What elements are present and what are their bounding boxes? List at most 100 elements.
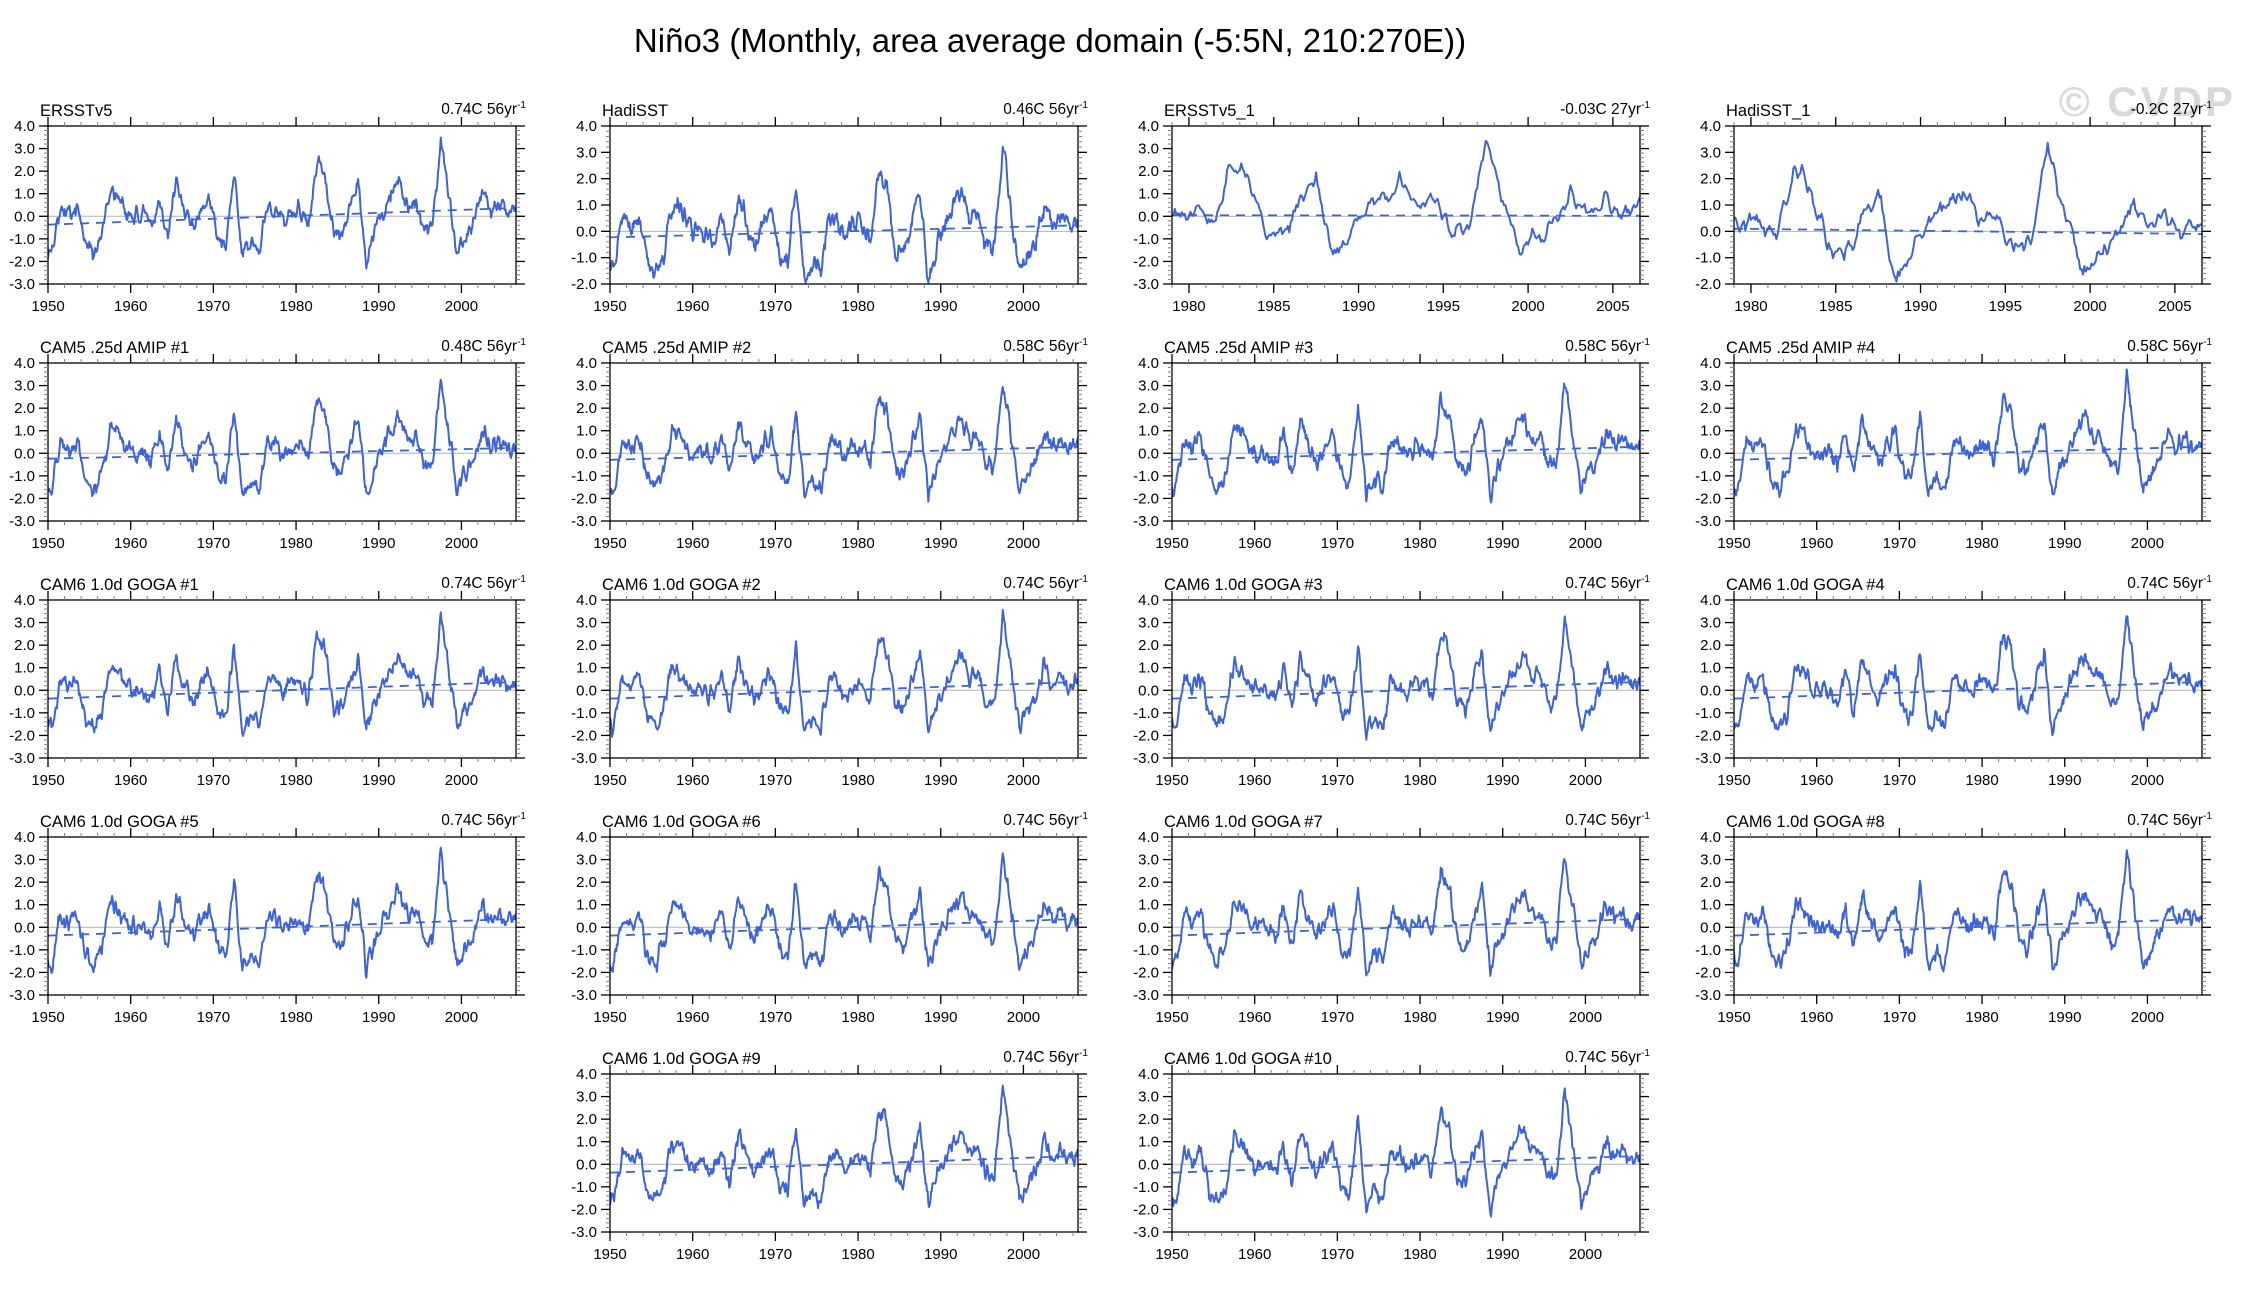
trend-label: 0.74C 56yr-1 (1003, 1048, 1088, 1066)
x-tick-label: 2000 (2131, 772, 2164, 789)
y-tick-label: -3.0 (1133, 276, 1159, 293)
time-series-chart: HadiSST 0.46C 56yr-1 1950 1960 1970 1980 1990 2… (571, 100, 1088, 315)
y-tick-label: 3.0 (1700, 615, 1721, 632)
trend-line (47, 681, 517, 700)
plot-frame (1171, 125, 1641, 285)
y-tick-label: 3.0 (576, 144, 597, 161)
y-tick-label: 2.0 (1700, 637, 1721, 654)
y-tick-label: 4.0 (576, 355, 597, 372)
x-tick-label: 1950 (31, 772, 64, 789)
x-tick-label: 1970 (759, 1009, 792, 1026)
y-tick-label: 0.0 (1700, 445, 1721, 462)
x-tick-label: 1990 (924, 1009, 957, 1026)
y-tick-label: -1.0 (571, 250, 597, 267)
panel-cam5-25d-amip-2: CAM5 .25d AMIP #2 0.58C 56yr-1 1950 1960 197… (562, 325, 1124, 562)
x-tick-label: 1990 (2048, 1009, 2081, 1026)
panel-title: CAM6 1.0d GOGA #1 (40, 576, 199, 594)
y-tick-label: 2.0 (576, 1111, 597, 1128)
trend-line (1733, 918, 2203, 937)
time-series-chart: ERSSTv5_1 -0.03C 27yr-1 1980 1985 1990 1995 20… (1133, 100, 1650, 315)
y-tick-label: 2.0 (14, 874, 35, 891)
series-line (1734, 141, 2202, 283)
panel-hadisst: HadiSST 0.46C 56yr-1 1950 1960 1970 1980 1990 2… (562, 88, 1124, 325)
time-series-chart: CAM6 1.0d GOGA #4 0.74C 56yr-1 1950 1960 197… (1695, 574, 2212, 789)
x-tick-label: 1970 (759, 298, 792, 315)
trend-line (609, 224, 1079, 239)
trend-label: 0.74C 56yr-1 (1565, 1048, 1650, 1066)
panel-title: CAM6 1.0d GOGA #3 (1164, 576, 1323, 594)
plot-frame (609, 836, 1079, 996)
panel-cam6-1-0d-goga-6: CAM6 1.0d GOGA #6 0.74C 56yr-1 1950 1960 197… (562, 799, 1124, 1036)
trend-label: 0.74C 56yr-1 (1565, 811, 1650, 829)
trend-line (1171, 445, 1641, 461)
time-series-chart: CAM5 .25d AMIP #3 0.58C 56yr-1 1950 1960 197… (1133, 337, 1650, 552)
series-line (48, 846, 516, 979)
x-tick-label: 2000 (1569, 1246, 1602, 1263)
x-tick-label: 1980 (279, 298, 312, 315)
series-line (1172, 1087, 1640, 1218)
x-tick-label: 1970 (1321, 772, 1354, 789)
y-tick-label: -3.0 (571, 987, 597, 1004)
x-tick-label: 1970 (1883, 1009, 1916, 1026)
x-tick-label: 1990 (2048, 772, 2081, 789)
panel-ersstv5-1: ERSSTv5_1 -0.03C 27yr-1 1980 1985 1990 1995 20… (1124, 88, 1686, 325)
y-tick-label: 2.0 (1700, 400, 1721, 417)
x-tick-label: 1970 (759, 1246, 792, 1263)
y-tick-label: -2.0 (571, 490, 597, 507)
y-tick-label: 1.0 (1138, 186, 1159, 203)
y-tick-label: 2.0 (14, 400, 35, 417)
y-tick-label: -2.0 (9, 253, 35, 270)
x-tick-label: 1970 (1321, 1246, 1354, 1263)
x-tick-label: 1990 (2048, 535, 2081, 552)
y-tick-label: 4.0 (1138, 829, 1159, 846)
x-tick-label: 1980 (1965, 535, 1998, 552)
y-tick-label: 3.0 (1138, 852, 1159, 869)
x-tick-label: 1960 (1800, 1009, 1833, 1026)
trend-line (47, 207, 517, 226)
y-tick-label: 0.0 (14, 208, 35, 225)
x-tick-label: 1980 (841, 1246, 874, 1263)
trend-line (1733, 445, 2203, 461)
x-tick-label: 1990 (362, 772, 395, 789)
series-line (1172, 857, 1640, 977)
panel-title: CAM5 .25d AMIP #1 (40, 339, 189, 357)
x-tick-label: 1990 (924, 298, 957, 315)
y-tick-label: -3.0 (1695, 513, 1721, 530)
x-tick-label: 2000 (2073, 298, 2106, 315)
x-tick-label: 2000 (445, 535, 478, 552)
y-tick-label: 3.0 (1138, 1089, 1159, 1106)
y-tick-label: 4.0 (14, 829, 35, 846)
trend-label: 0.48C 56yr-1 (441, 337, 526, 355)
x-tick-label: 1950 (593, 535, 626, 552)
x-tick-label: 1980 (279, 772, 312, 789)
y-tick-label: -3.0 (1695, 750, 1721, 767)
y-tick-label: 3.0 (1700, 378, 1721, 395)
trend-label: 0.74C 56yr-1 (2127, 811, 2212, 829)
trend-line (1171, 681, 1641, 700)
y-tick-label: 1.0 (1700, 423, 1721, 440)
y-tick-label: 4.0 (14, 355, 35, 372)
y-tick-label: -2.0 (571, 276, 597, 293)
y-tick-label: 0.0 (1138, 919, 1159, 936)
time-series-chart: CAM6 1.0d GOGA #2 0.74C 56yr-1 1950 1960 197… (571, 574, 1088, 789)
y-tick-label: 0.0 (576, 445, 597, 462)
panel-title: CAM6 1.0d GOGA #5 (40, 813, 199, 831)
series-line (1734, 849, 2202, 973)
series-line (610, 852, 1078, 973)
time-series-chart: CAM5 .25d AMIP #2 0.58C 56yr-1 1950 1960 197… (571, 337, 1088, 552)
time-series-chart: CAM6 1.0d GOGA #5 0.74C 56yr-1 1950 1960 197… (9, 811, 526, 1026)
time-series-chart: CAM5 .25d AMIP #1 0.48C 56yr-1 1950 1960 197… (9, 337, 526, 552)
panel-cam6-1-0d-goga-1: CAM6 1.0d GOGA #1 0.74C 56yr-1 1950 1960 197… (0, 562, 562, 799)
y-tick-label: 4.0 (576, 829, 597, 846)
series-line (610, 145, 1078, 284)
y-tick-label: 3.0 (1138, 378, 1159, 395)
plot-frame (1733, 836, 2203, 996)
y-tick-label: 3.0 (14, 378, 35, 395)
trend-label: 0.74C 56yr-1 (441, 811, 526, 829)
x-tick-label: 1990 (362, 1009, 395, 1026)
x-tick-label: 1990 (1486, 772, 1519, 789)
y-tick-label: 1.0 (1138, 660, 1159, 677)
series-line (48, 611, 516, 737)
y-tick-label: 2.0 (1138, 400, 1159, 417)
x-tick-label: 1950 (593, 298, 626, 315)
